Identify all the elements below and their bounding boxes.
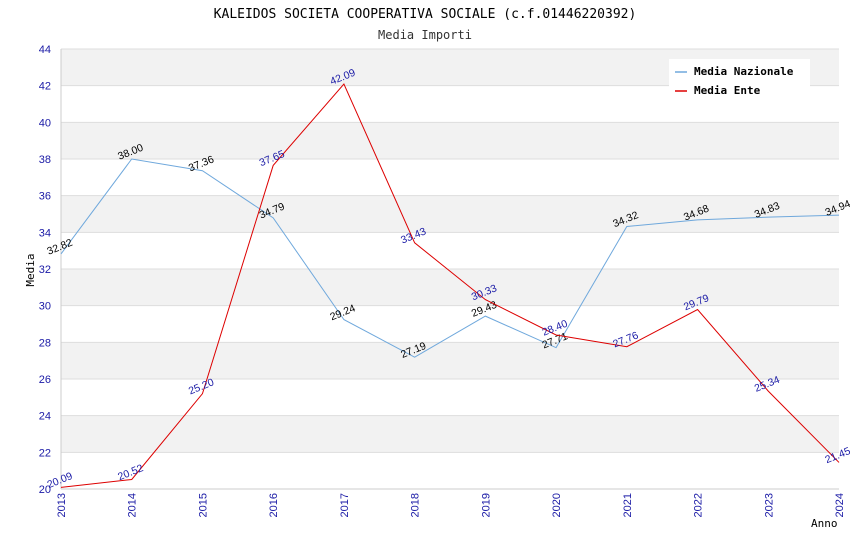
x-tick-label: 2019 bbox=[480, 493, 492, 517]
y-tick-label: 44 bbox=[39, 44, 51, 56]
x-tick-label: 2015 bbox=[197, 493, 209, 517]
legend-label-media-ente: Media Ente bbox=[694, 84, 761, 97]
grid-band bbox=[61, 269, 839, 306]
grid-band bbox=[61, 232, 839, 269]
chart-subtitle: Media Importi bbox=[378, 28, 472, 42]
chart-title: KALEIDOS SOCIETA COOPERATIVA SOCIALE (c.… bbox=[214, 7, 637, 22]
x-tick-label: 2013 bbox=[56, 493, 68, 517]
series-line-media-nazionale bbox=[60, 158, 840, 358]
y-tick-label: 38 bbox=[39, 154, 51, 166]
x-axis-label: Anno bbox=[811, 517, 838, 530]
y-tick-label: 34 bbox=[39, 227, 51, 239]
y-tick-label: 42 bbox=[39, 81, 51, 93]
y-tick-label: 28 bbox=[39, 337, 51, 349]
grid-band bbox=[61, 452, 839, 489]
x-tick-label: 2021 bbox=[622, 493, 634, 517]
x-tick-label: 2024 bbox=[834, 493, 846, 517]
x-tick-label: 2016 bbox=[268, 493, 280, 517]
grid-band bbox=[61, 342, 839, 379]
x-tick-label: 2014 bbox=[127, 493, 139, 517]
y-tick-label: 30 bbox=[39, 301, 51, 313]
x-tick-label: 2020 bbox=[551, 493, 563, 517]
y-tick-label: 32 bbox=[39, 264, 51, 276]
grid-band bbox=[61, 195, 839, 233]
x-tick-label: 2023 bbox=[763, 493, 775, 517]
y-tick-label: 36 bbox=[39, 191, 51, 203]
y-tick-label: 40 bbox=[39, 117, 51, 129]
y-tick-label: 22 bbox=[39, 447, 51, 459]
grid-band bbox=[61, 379, 839, 416]
legend: Media Nazionale Media Ente bbox=[669, 59, 810, 99]
y-tick-labels: 20 22 24 26 28 30 32 34 36 38 40 42 44 bbox=[39, 44, 51, 496]
axes bbox=[60, 49, 839, 490]
legend-label-media-nazionale: Media Nazionale bbox=[694, 65, 794, 78]
legend-box bbox=[669, 59, 810, 99]
grid-band bbox=[61, 122, 839, 159]
x-tick-label: 2017 bbox=[339, 493, 351, 517]
x-tick-labels: 2013 2014 2015 2016 2017 2018 2019 2020 2021 2022… bbox=[56, 493, 846, 517]
y-axis-label: Media bbox=[24, 253, 37, 286]
x-tick-label: 2022 bbox=[693, 493, 705, 517]
series-line-media-ente bbox=[60, 83, 840, 488]
y-tick-label: 26 bbox=[39, 374, 51, 386]
y-tick-label: 20 bbox=[39, 484, 51, 496]
y-tick-label: 24 bbox=[39, 411, 51, 423]
grid-band bbox=[61, 159, 839, 196]
grid-band bbox=[61, 415, 839, 453]
x-tick-label: 2018 bbox=[410, 493, 422, 517]
